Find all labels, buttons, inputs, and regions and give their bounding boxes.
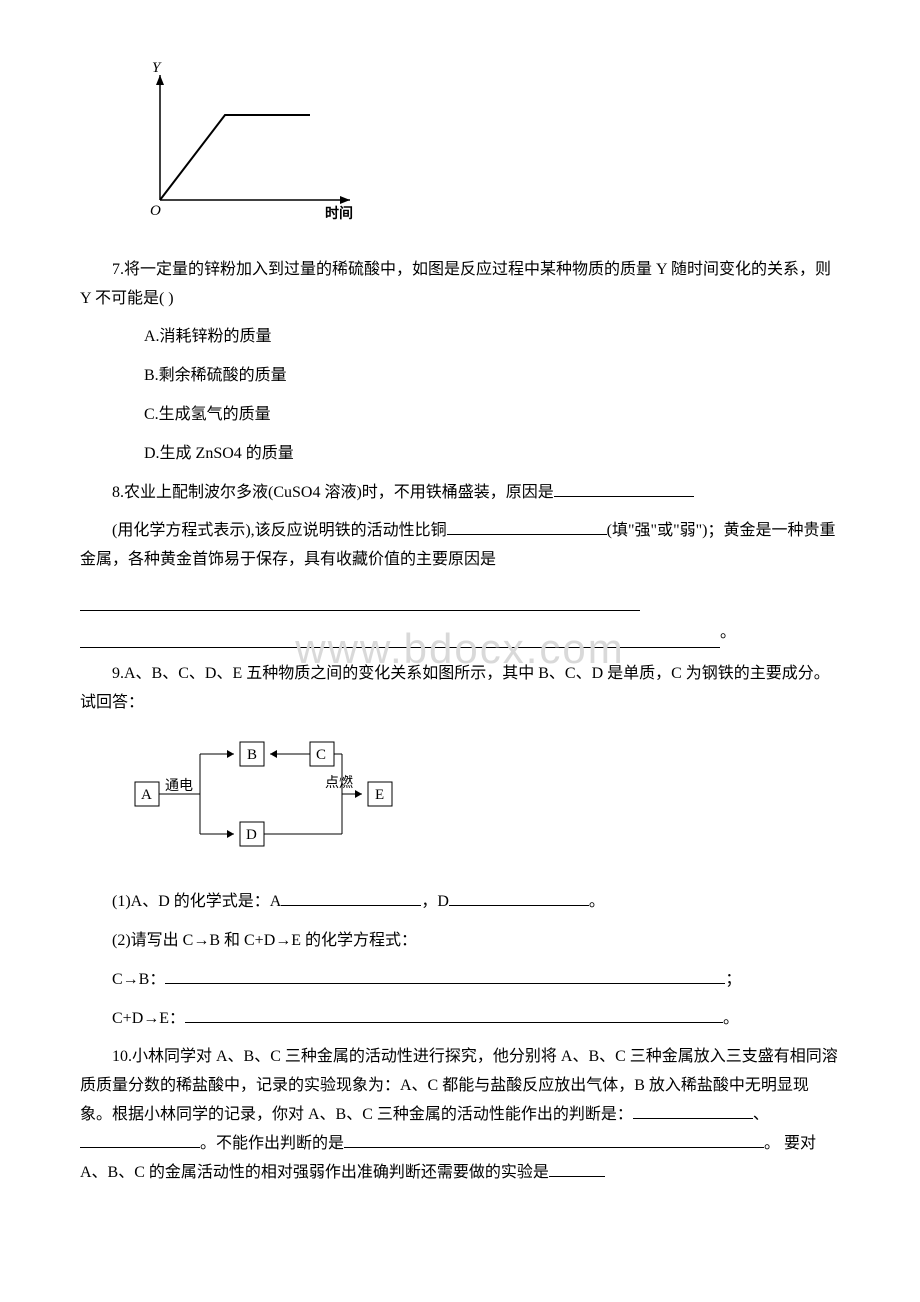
q9-sub1-a: (1)A、D 的化学式是：A bbox=[112, 893, 281, 910]
q8-text-1: 8.农业上配制波尔多液(CuSO4 溶液)时，不用铁桶盛装，原因是 bbox=[112, 484, 554, 501]
q9-blank-cb bbox=[165, 983, 725, 984]
q9-blank-a bbox=[281, 905, 421, 906]
q8-blank-line-1 bbox=[80, 585, 640, 611]
q8-blank-line-2 bbox=[80, 628, 720, 648]
q9-cde-line: C+D→E： 。 bbox=[80, 1005, 840, 1034]
q10-line1-end: 。不能作出判断的是 bbox=[200, 1135, 344, 1152]
q8-line1: 8.农业上配制波尔多液(CuSO4 溶液)时，不用铁桶盛装，原因是 bbox=[80, 479, 840, 508]
q10-line2-end: 。 要对 A、B、C 的金属活动性的相对强弱作出准确判断还需要做的实验是 bbox=[80, 1135, 816, 1181]
x-axis-label: 时间 bbox=[325, 205, 353, 222]
q10-blank-4 bbox=[549, 1176, 605, 1177]
q7-chart: Y O 时间 bbox=[130, 60, 840, 241]
q9-cb-end: ； bbox=[725, 971, 741, 988]
q9-cb-label: C→B： bbox=[112, 971, 165, 988]
node-c: C bbox=[316, 747, 326, 763]
node-d: D bbox=[246, 827, 257, 843]
q9-cb-line: C→B： ； bbox=[80, 966, 840, 995]
flowchart-svg: A B C D E 通电 bbox=[130, 737, 430, 857]
q9-blank-cde bbox=[185, 1022, 723, 1023]
origin-label: O bbox=[150, 203, 161, 219]
q10-blank-2 bbox=[80, 1147, 200, 1148]
q7-option-b: B.剩余稀硫酸的质量 bbox=[144, 362, 840, 391]
q9-stem: 9.A、B、C、D、E 五种物质之间的变化关系如图所示，其中 B、C、D 是单质… bbox=[80, 660, 840, 718]
q9-sub1-c: 。 bbox=[589, 893, 605, 910]
q10-sep: 、 bbox=[753, 1106, 769, 1123]
q9-cde-label: C+D→E： bbox=[112, 1010, 185, 1027]
node-a: A bbox=[141, 787, 152, 803]
q10-blank-3 bbox=[344, 1147, 764, 1148]
q9-sub1: (1)A、D 的化学式是：A ，D 。 bbox=[80, 888, 840, 917]
q10-blank-1 bbox=[633, 1118, 753, 1119]
q9-blank-d bbox=[449, 905, 589, 906]
node-b: B bbox=[247, 747, 257, 763]
line-chart-svg: Y O 时间 bbox=[130, 60, 370, 230]
q8-period: 。 bbox=[720, 619, 736, 648]
q10-line1: 10.小林同学对 A、B、C 三种金属的活动性进行探究，他分别将 A、B、C 三… bbox=[80, 1048, 838, 1123]
q8-text-2a: (用化学方程式表示),该反应说明铁的活动性比铜 bbox=[112, 522, 447, 539]
q8-blank-1 bbox=[554, 496, 694, 497]
q9-sub2: (2)请写出 C→B 和 C+D→E 的化学方程式： bbox=[80, 927, 840, 956]
q7-option-d: D.生成 ZnSO4 的质量 bbox=[144, 440, 840, 469]
q9-sub1-b: ，D bbox=[421, 893, 449, 910]
q7-option-c: C.生成氢气的质量 bbox=[144, 401, 840, 430]
node-e: E bbox=[375, 787, 384, 803]
label-dianran: 点燃 bbox=[325, 774, 353, 791]
q7-option-a: A.消耗锌粉的质量 bbox=[144, 323, 840, 352]
q9-diagram: A B C D E 通电 bbox=[130, 737, 840, 868]
q10-text: 10.小林同学对 A、B、C 三种金属的活动性进行探究，他分别将 A、B、C 三… bbox=[80, 1043, 840, 1187]
y-axis-label: Y bbox=[152, 60, 162, 76]
label-tongdian: 通电 bbox=[165, 778, 193, 794]
q9-cde-end: 。 bbox=[723, 1010, 739, 1027]
q8-line2: (用化学方程式表示),该反应说明铁的活动性比铜(填"强"或"弱")；黄金是一种贵… bbox=[80, 517, 840, 575]
q7-stem: 7.将一定量的锌粉加入到过量的稀硫酸中，如图是反应过程中某种物质的质量 Y 随时… bbox=[80, 256, 840, 314]
q8-blank-2 bbox=[447, 534, 607, 535]
